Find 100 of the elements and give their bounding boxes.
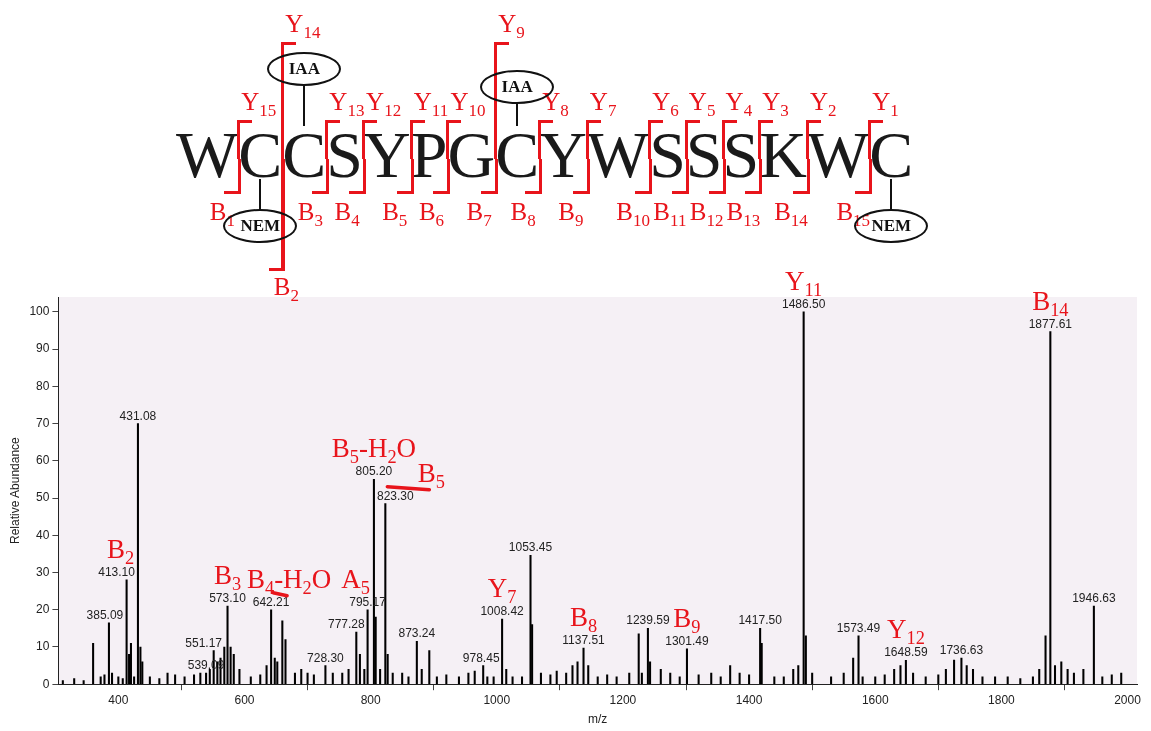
- bar: [366, 609, 369, 685]
- bar: [520, 676, 524, 685]
- bar: [205, 672, 208, 685]
- bar: [174, 674, 177, 685]
- text: B$_{11}$: [653, 198, 687, 230]
- bar: [136, 423, 139, 685]
- bar: [830, 676, 833, 685]
- bar: [1038, 668, 1041, 685]
- bar: [312, 674, 315, 685]
- text: NEM: [871, 216, 912, 235]
- bar: [719, 676, 722, 685]
- bar: [748, 674, 751, 685]
- bar: [183, 676, 186, 685]
- y-tick-label: 60: [36, 453, 50, 468]
- bar: [685, 648, 688, 685]
- bar: [355, 631, 358, 685]
- bar: [331, 672, 334, 685]
- bar: [1110, 674, 1113, 685]
- y-axis-title: Relative Abundance: [7, 436, 22, 544]
- text: IAA: [267, 52, 342, 86]
- bar: [678, 676, 681, 685]
- y-tick-label: 90: [36, 341, 50, 356]
- bar: [379, 668, 382, 685]
- x-tick-label: 600: [234, 692, 255, 707]
- text: Y$_{7}$: [589, 88, 617, 120]
- bar: [73, 678, 76, 685]
- annotation: 1239.59: [626, 613, 670, 628]
- bar: [529, 555, 532, 685]
- bar: [226, 605, 229, 685]
- bar: [300, 668, 303, 685]
- x-tick-label: 1600: [861, 692, 889, 707]
- annotation: B$_{2}$: [273, 273, 299, 305]
- bar: [445, 674, 448, 685]
- bar: [158, 678, 161, 685]
- x-tick-label: 1000: [483, 692, 511, 707]
- bar: [1019, 678, 1022, 685]
- annotation: 1946.63: [1072, 591, 1116, 606]
- y-tick-label: 50: [36, 490, 50, 505]
- bar: [347, 668, 350, 685]
- bar: [511, 676, 514, 685]
- annotation: 431.08: [119, 408, 157, 423]
- y-tick-label: 20: [36, 602, 50, 617]
- bar: [166, 672, 169, 685]
- bar: [874, 676, 877, 685]
- bar: [125, 579, 128, 685]
- bar: [924, 676, 927, 685]
- bar: [899, 665, 902, 685]
- bar: [391, 672, 394, 685]
- y-tick-label: 100: [29, 304, 50, 319]
- y-tick-label: 40: [36, 527, 50, 542]
- bar: [259, 674, 262, 685]
- text: B$_{6}$: [418, 198, 445, 230]
- bar: [797, 665, 800, 685]
- bar: [539, 672, 542, 685]
- text: B$_{12}$: [689, 198, 724, 230]
- bar: [492, 676, 495, 685]
- bar: [281, 620, 284, 685]
- annotation: 1573.49: [836, 620, 881, 635]
- bar: [273, 657, 276, 685]
- bar: [82, 680, 85, 685]
- bar: [324, 665, 327, 685]
- bar: [811, 672, 814, 685]
- bar: [773, 676, 776, 685]
- text: Y$_{2}$: [809, 88, 837, 120]
- bar: [802, 311, 805, 685]
- bar: [852, 657, 855, 685]
- bar: [596, 676, 599, 685]
- text: B$_{9}$: [558, 198, 584, 230]
- bar: [697, 674, 700, 685]
- bar: [1049, 331, 1052, 685]
- bar: [738, 672, 741, 685]
- annotation: 573.10: [209, 591, 247, 606]
- bar: [615, 676, 618, 685]
- bar: [904, 660, 907, 685]
- text: Y$_{5}$: [688, 88, 716, 120]
- bar: [117, 676, 120, 685]
- text: B$_{13}$: [726, 198, 761, 230]
- bar: [358, 654, 361, 685]
- bar: [646, 628, 649, 685]
- bar: [1092, 605, 1095, 685]
- bar: [971, 668, 975, 685]
- bar: [1060, 661, 1063, 685]
- annotation: 1301.49: [665, 633, 709, 648]
- text: Y$_{12}$: [366, 88, 402, 120]
- text: Y$_{4}$: [725, 88, 753, 120]
- bar: [276, 661, 279, 685]
- x-tick-label: 2000: [1114, 692, 1142, 707]
- bar: [912, 672, 915, 685]
- bar: [473, 670, 476, 685]
- bar: [1066, 668, 1069, 685]
- bar: [92, 642, 95, 685]
- bar: [883, 674, 886, 685]
- y-tick-label: 80: [36, 378, 50, 393]
- annotation: 978.45: [462, 650, 500, 665]
- bar: [729, 665, 732, 685]
- bar: [238, 668, 241, 685]
- text: B$_{14}$: [774, 198, 808, 230]
- bar: [710, 672, 713, 685]
- bar: [937, 674, 940, 685]
- text: B$_{10}$: [616, 198, 650, 230]
